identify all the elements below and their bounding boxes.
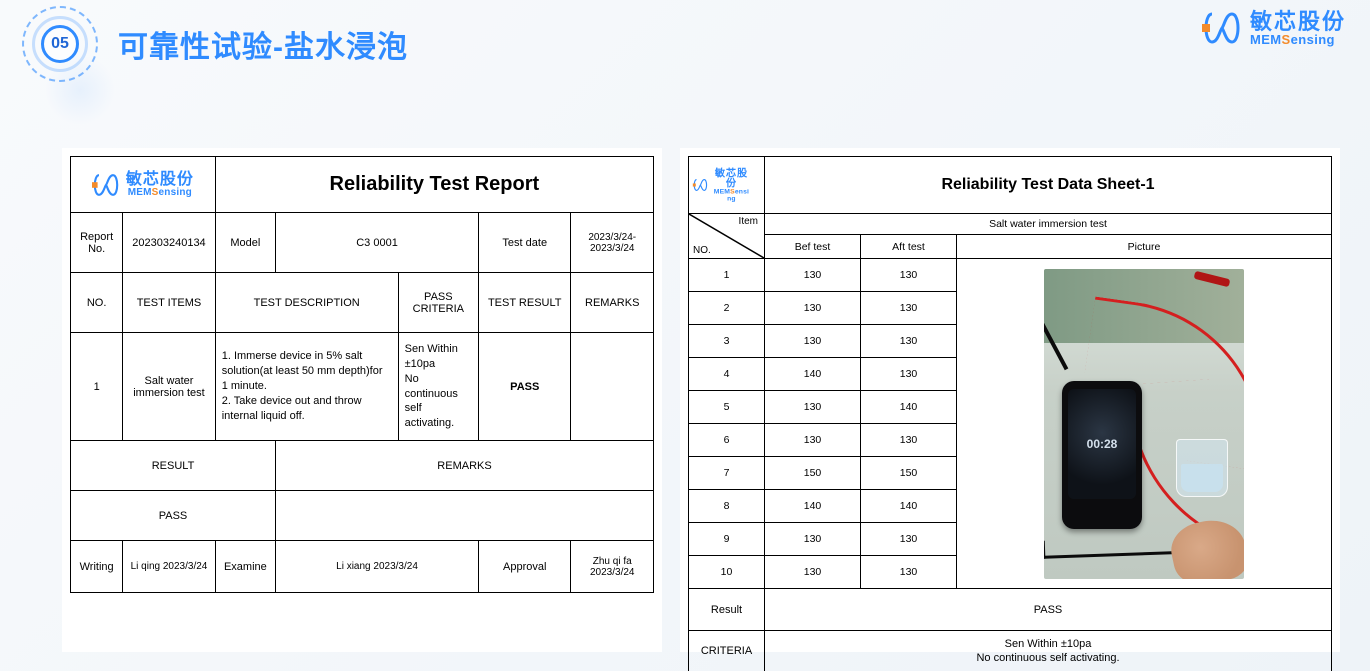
- test-date-label: Test date: [479, 213, 571, 273]
- data-row: 113013000:28: [689, 259, 1332, 292]
- row-bef: 130: [765, 259, 861, 292]
- datasheet-title: Reliability Test Data Sheet-1: [765, 157, 1332, 214]
- mini-logo-icon: [92, 172, 120, 198]
- row-aft: 150: [861, 457, 957, 490]
- row-bef: 130: [765, 424, 861, 457]
- page-title: 可靠性试验-盐水浸泡: [118, 22, 408, 66]
- col-result: TEST RESULT: [479, 273, 571, 333]
- data-remarks: [571, 333, 654, 441]
- col-items: TEST ITEMS: [123, 273, 215, 333]
- data-no: 1: [71, 333, 123, 441]
- datasheet-panel: 敏芯股份 MEMSensing Reliability Test Data Sh…: [680, 148, 1340, 652]
- datasheet-table: 敏芯股份 MEMSensing Reliability Test Data Sh…: [688, 156, 1332, 671]
- mini-brand-en: MEMSensing: [126, 188, 194, 198]
- row-aft: 130: [861, 292, 957, 325]
- picture-cell: 00:28: [957, 259, 1332, 589]
- data-desc: 1. Immerse device in 5% salt solution(at…: [215, 333, 398, 441]
- overall-pass: PASS: [71, 491, 276, 541]
- row-aft: 130: [861, 523, 957, 556]
- model-label: Model: [215, 213, 275, 273]
- mini-brand-en: MEMSensing: [713, 188, 749, 202]
- mini-logo-icon: [693, 177, 708, 194]
- writing-label: Writing: [71, 541, 123, 593]
- test-date-value: 2023/3/24-2023/3/24: [571, 213, 654, 273]
- item-label: Item: [739, 216, 758, 227]
- writing-value: Li qing 2023/3/24: [123, 541, 215, 593]
- row-bef: 150: [765, 457, 861, 490]
- criteria-label: CRITERIA: [689, 631, 765, 671]
- bef-label: Bef test: [765, 235, 861, 259]
- col-desc: TEST DESCRIPTION: [215, 273, 398, 333]
- model-value: C3 0001: [276, 213, 479, 273]
- ds-logo-cell: 敏芯股份 MEMSensing: [689, 157, 765, 214]
- row-bef: 140: [765, 358, 861, 391]
- row-aft: 140: [861, 490, 957, 523]
- report-logo-cell: 敏芯股份 MEMSensing: [71, 157, 216, 213]
- approval-value: Zhu qi fa 2023/3/24: [571, 541, 654, 593]
- row-aft: 130: [861, 424, 957, 457]
- col-remarks: REMARKS: [571, 273, 654, 333]
- brand-cn: 敏芯股份: [1250, 11, 1346, 33]
- brand: 敏芯股份 MEMSensing: [1202, 10, 1346, 46]
- badge-number: 05: [41, 25, 79, 63]
- report-title: Reliability Test Report: [215, 157, 653, 213]
- row-aft: 140: [861, 391, 957, 424]
- row-aft: 130: [861, 259, 957, 292]
- brand-en: MEMSensing: [1250, 33, 1346, 46]
- diag-header: Item NO.: [689, 214, 765, 259]
- col-criteria: PASS CRITERIA: [398, 273, 478, 333]
- row-aft: 130: [861, 358, 957, 391]
- row-no: 6: [689, 424, 765, 457]
- row-no: 1: [689, 259, 765, 292]
- report-no: 202303240134: [123, 213, 215, 273]
- section-badge: 05: [22, 6, 98, 82]
- row-bef: 130: [765, 523, 861, 556]
- row-bef: 130: [765, 556, 861, 589]
- col-no: NO.: [71, 273, 123, 333]
- row-no: 2: [689, 292, 765, 325]
- data-items: Salt water immersion test: [123, 333, 215, 441]
- data-result: PASS: [479, 333, 571, 441]
- row-bef: 130: [765, 391, 861, 424]
- row-aft: 130: [861, 556, 957, 589]
- brand-logo-icon: [1202, 10, 1242, 46]
- result-label: RESULT: [71, 441, 276, 491]
- row-bef: 140: [765, 490, 861, 523]
- test-name: Salt water immersion test: [765, 214, 1332, 235]
- row-no: 10: [689, 556, 765, 589]
- approval-label: Approval: [479, 541, 571, 593]
- row-no: 5: [689, 391, 765, 424]
- mini-brand-cn: 敏芯股份: [126, 172, 194, 188]
- row-bef: 130: [765, 325, 861, 358]
- overall-remarks: [276, 491, 654, 541]
- phone-screen: 00:28: [1068, 389, 1136, 499]
- examine-label: Examine: [215, 541, 275, 593]
- report-no-label: Report No.: [71, 213, 123, 273]
- brand-text: 敏芯股份 MEMSensing: [1250, 11, 1346, 46]
- report-table: 敏芯股份 MEMSensing Reliability Test Report …: [70, 156, 654, 593]
- mini-brand-cn: 敏芯股份: [713, 168, 749, 188]
- result-value: PASS: [765, 589, 1332, 631]
- aft-label: Aft test: [861, 235, 957, 259]
- criteria-value: Sen Within ±10paNo continuous self activ…: [765, 631, 1332, 671]
- data-criteria: Sen Within ±10paNo continuous self activ…: [398, 333, 478, 441]
- row-no: 4: [689, 358, 765, 391]
- row-aft: 130: [861, 325, 957, 358]
- row-no: 8: [689, 490, 765, 523]
- remarks-label: REMARKS: [276, 441, 654, 491]
- row-no: 9: [689, 523, 765, 556]
- pic-label: Picture: [957, 235, 1332, 259]
- report-panel: 敏芯股份 MEMSensing Reliability Test Report …: [62, 148, 662, 652]
- row-bef: 130: [765, 292, 861, 325]
- examine-value: Li xiang 2023/3/24: [276, 541, 479, 593]
- test-photo: 00:28: [1044, 269, 1244, 579]
- row-no: 7: [689, 457, 765, 490]
- row-no: 3: [689, 325, 765, 358]
- no-label: NO.: [693, 245, 711, 256]
- result-label: Result: [689, 589, 765, 631]
